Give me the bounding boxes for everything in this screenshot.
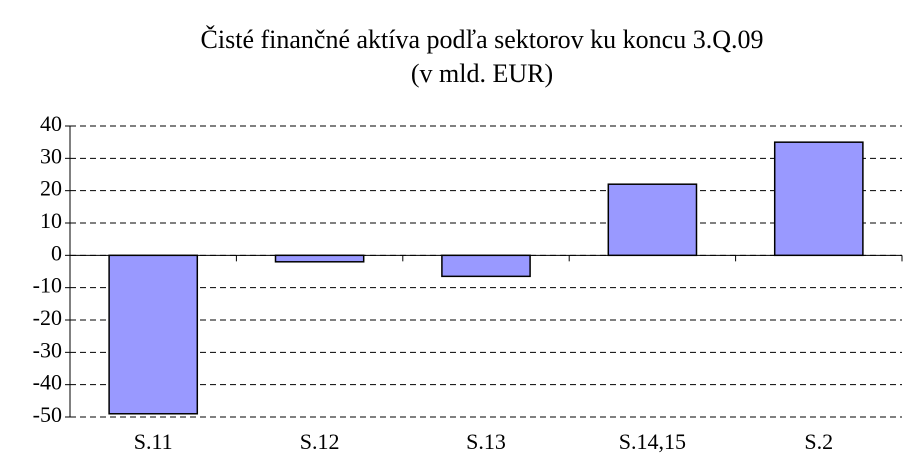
y-tick-label: -10 xyxy=(33,273,62,298)
bar xyxy=(441,254,531,278)
x-tick-label: S.14,15 xyxy=(619,429,686,454)
y-tick-label: -50 xyxy=(33,402,62,427)
bar xyxy=(773,141,864,257)
x-tick-label: S.2 xyxy=(804,429,833,454)
x-tick-label: S.13 xyxy=(466,429,506,454)
y-tick-label: -30 xyxy=(33,337,62,362)
y-tick-label: 0 xyxy=(51,240,62,265)
chart-title: Čisté finančné aktíva podľa sektorov ku … xyxy=(201,25,764,54)
y-tick-label: -20 xyxy=(33,305,62,330)
bar xyxy=(274,254,365,263)
chart-subtitle: (v mld. EUR) xyxy=(411,59,553,88)
x-tick-label: S.11 xyxy=(134,429,173,454)
y-tick-label: 10 xyxy=(40,208,62,233)
y-tick-label: -40 xyxy=(33,370,62,395)
x-tick-label: S.12 xyxy=(300,429,340,454)
y-tick-label: 30 xyxy=(40,143,62,168)
y-tick-label: 40 xyxy=(40,111,62,136)
bar xyxy=(607,183,698,257)
bar xyxy=(108,254,199,415)
y-tick-label: 20 xyxy=(40,176,62,201)
